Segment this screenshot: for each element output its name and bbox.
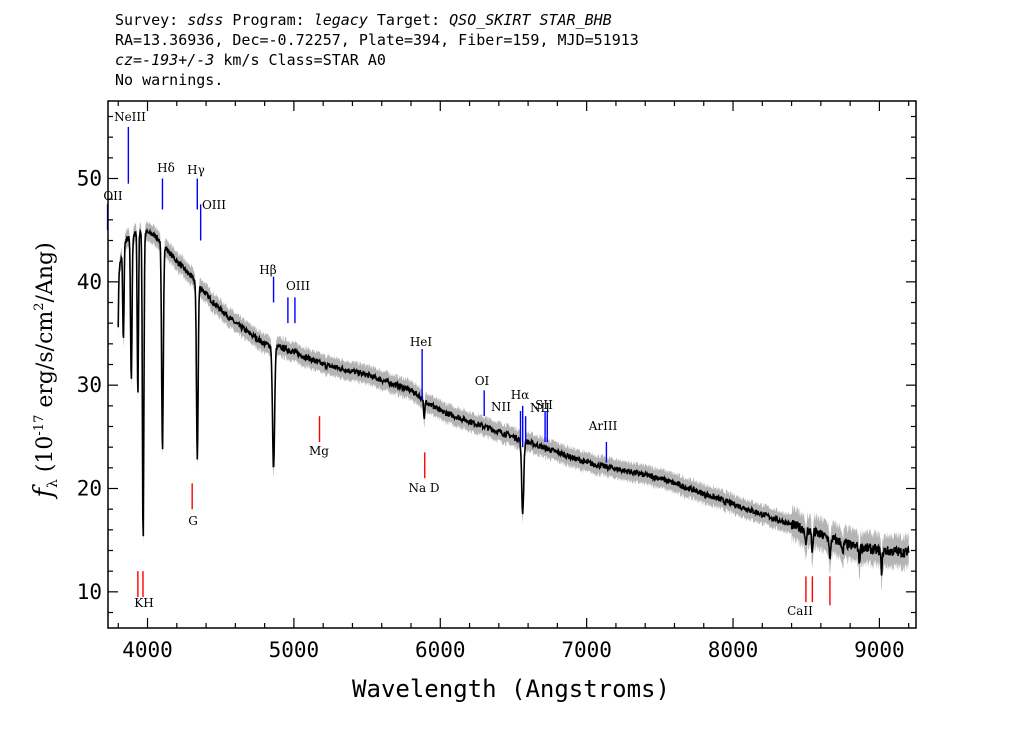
cz-value: -193+/-3 [142, 51, 215, 69]
emission-line-label: OIII [202, 198, 226, 212]
flux-line [117, 227, 910, 576]
emission-line-label: SII [535, 398, 553, 412]
emission-line-label: HeI [410, 335, 433, 349]
emission-line-label: Hδ [157, 161, 175, 175]
ylabel-units: erg/s/cm [33, 311, 58, 415]
ylabel-open: (10 [33, 436, 58, 480]
error-band [118, 220, 909, 591]
survey-label: Survey: [115, 11, 179, 29]
error-band-area [118, 220, 909, 591]
absorption-line-label: Na D [408, 481, 439, 495]
y-tick-label: 40 [77, 270, 102, 294]
emission-line-label: ArIII [588, 419, 618, 433]
y-tick-label: 20 [77, 477, 102, 501]
emission-line-label: OII [103, 189, 123, 203]
ylabel-square: 2 [32, 302, 47, 310]
ylabel-exponent: -17 [32, 415, 47, 436]
x-tick-label: 8000 [708, 638, 759, 662]
y-axis-label: fλ (10-17 erg/s/cm2/Ang) [29, 242, 61, 499]
emission-line-label: Hβ [259, 263, 276, 277]
absorption-line-label: CaII [787, 604, 813, 618]
axis-ticks: 4000 5000 6000 7000 8000 9000 10 20 30 40 50 [77, 101, 916, 662]
ylabel-lambda: λ [45, 479, 61, 488]
cz-label: cz= [115, 51, 143, 69]
x-tick-label: 5000 [269, 638, 320, 662]
x-axis-label: Wavelength (Angstroms) [352, 675, 670, 703]
spectrum-header: Survey: sdss Program: legacy Target: QSO… [115, 10, 639, 90]
header-line-2: RA=13.36936, Dec=-0.72257, Plate=394, Fi… [115, 31, 639, 49]
absorption-line-label: Mg [309, 444, 329, 458]
emission-line-label: NII [491, 400, 511, 414]
header-line-1: Survey: sdss Program: legacy Target: QSO… [115, 10, 639, 30]
program-label: Program: [232, 11, 305, 29]
x-tick-label: 7000 [561, 638, 612, 662]
emission-line-label: OIII [286, 279, 310, 293]
emission-line-label: Hγ [187, 163, 205, 177]
flux-series [117, 227, 910, 576]
header-line-4: No warnings. [115, 71, 224, 89]
program-value: legacy [313, 11, 368, 29]
y-tick-label: 50 [77, 167, 102, 191]
emission-line-label: OI [475, 374, 490, 388]
survey-value: sdss [187, 11, 224, 29]
target-label: Target: [376, 11, 441, 29]
emission-line-label: NeIII [114, 110, 146, 124]
ylabel-tail: /Ang) [33, 242, 58, 302]
absorption-line-label: KH [134, 596, 153, 610]
x-tick-label: 6000 [415, 638, 466, 662]
absorption-line-label: G [188, 514, 198, 528]
header-line-3: cz=-193+/-3 km/s Class=STAR A0 [115, 50, 639, 70]
target-value: QSO_SKIRT STAR_BHB [449, 11, 612, 29]
x-tick-label: 9000 [854, 638, 905, 662]
plot-border [107, 100, 917, 629]
emission-line-label: Hα [511, 388, 530, 402]
x-tick-label: 4000 [122, 638, 173, 662]
y-tick-label: 10 [77, 580, 102, 604]
y-tick-label: 30 [77, 373, 102, 397]
class-text: km/s Class=STAR A0 [223, 51, 386, 69]
plot-frame [107, 100, 917, 629]
